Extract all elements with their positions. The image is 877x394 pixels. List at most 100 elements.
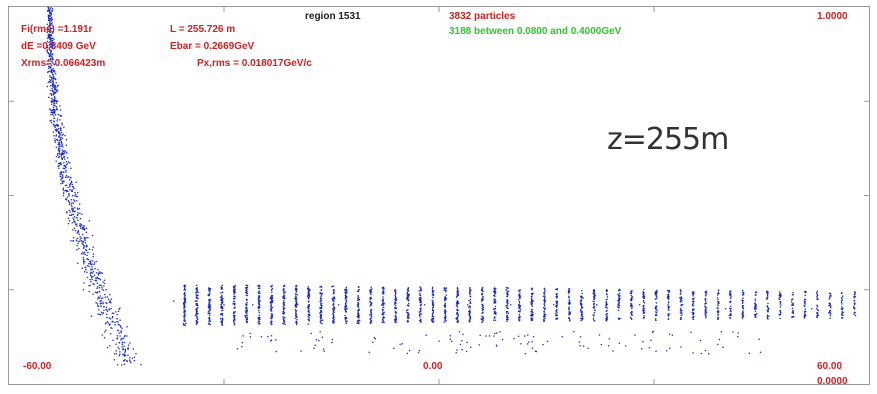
scatter-point-2724 xyxy=(593,291,596,293)
scatter-point-3204 xyxy=(766,290,769,292)
scatter-point-3110 xyxy=(730,294,732,296)
scatter-point-2499 xyxy=(531,288,533,291)
scatter-point-1421 xyxy=(271,313,274,316)
scatter-point-1471 xyxy=(284,323,286,326)
scatter-point-3044 xyxy=(704,314,707,316)
scatter-point-2387 xyxy=(494,302,497,304)
scatter-point-354 xyxy=(84,253,86,256)
scatter-point-3474 xyxy=(665,349,668,352)
scatter-point-2980 xyxy=(680,316,682,319)
scatter-point-2719 xyxy=(592,289,595,291)
scatter-point-1038 xyxy=(195,310,198,312)
scatter-point-593 xyxy=(133,356,136,358)
scatter-point-1824 xyxy=(357,290,360,293)
scatter-point-500 xyxy=(72,236,75,239)
scatter-point-1326 xyxy=(258,305,261,307)
scatter-point-993 xyxy=(184,300,186,302)
scatter-point-2881 xyxy=(642,291,645,293)
scatter-point-114 xyxy=(47,8,50,10)
scatter-point-637 xyxy=(52,98,54,101)
scatter-point-1047 xyxy=(195,296,198,298)
scatter-point-917 xyxy=(133,359,136,362)
scatter-point-3013 xyxy=(691,311,693,314)
scatter-point-3410 xyxy=(408,349,411,352)
scatter-point-2807 xyxy=(617,299,619,302)
scatter-point-25 xyxy=(552,304,555,306)
scatter-point-823 xyxy=(50,121,53,124)
scatter-point-2354 xyxy=(494,319,497,322)
scatter-point-2948 xyxy=(667,294,669,296)
scatter-point-837 xyxy=(46,40,49,43)
scatter-point-2721 xyxy=(593,305,596,308)
scatter-point-1230 xyxy=(232,312,235,314)
scatter-point-1125 xyxy=(208,312,211,315)
scatter-point-1217 xyxy=(233,295,235,298)
scatter-point-1602 xyxy=(308,318,310,321)
scatter-point-822 xyxy=(100,299,102,302)
scatter-point-525 xyxy=(51,84,54,86)
scatter-point-2872 xyxy=(643,302,646,304)
scatter-point-1837 xyxy=(357,296,360,299)
scatter-point-1724 xyxy=(332,289,335,292)
scatter-point-520 xyxy=(86,276,89,279)
scatter-point-1745 xyxy=(345,286,348,289)
scatter-point-3445 xyxy=(527,341,530,343)
scatter-point-1299 xyxy=(246,309,248,311)
scatter-point-628 xyxy=(52,131,55,133)
scatter-point-737 xyxy=(78,247,80,250)
scatter-point-2179 xyxy=(443,298,446,300)
scatter-point-874 xyxy=(73,216,76,218)
scatter-point-1936 xyxy=(381,292,384,294)
scatter-point-1435 xyxy=(271,297,274,300)
scatter-point-1831 xyxy=(357,314,359,317)
scatter-point-3475 xyxy=(495,332,498,334)
scatter-point-129 xyxy=(74,191,76,194)
scatter-point-2655 xyxy=(580,319,582,322)
scatter-point-60 xyxy=(49,80,52,82)
scatter-point-706 xyxy=(124,350,127,352)
scatter-point-2841 xyxy=(630,317,632,319)
scatter-point-1627 xyxy=(320,319,322,322)
scatter-point-3034 xyxy=(704,303,706,305)
scatter-point-702 xyxy=(95,277,97,279)
scatter-point-720 xyxy=(118,342,121,344)
scatter-point-781 xyxy=(55,135,57,137)
scatter-point-2648 xyxy=(568,301,571,304)
scatter-point-526 xyxy=(52,59,54,61)
scatter-point-2789 xyxy=(618,288,621,291)
scatter-point-582 xyxy=(55,87,57,89)
scatter-point-786 xyxy=(47,35,50,38)
scatter-point-2718 xyxy=(593,304,595,306)
scatter-point-2131 xyxy=(432,293,435,295)
scatter-point-301 xyxy=(106,316,108,319)
scatter-point-3503 xyxy=(579,336,582,338)
scatter-point-3143 xyxy=(742,311,744,313)
scatter-point-982 xyxy=(183,296,186,298)
scatter-point-3245 xyxy=(792,292,794,294)
scatter-point-3466 xyxy=(501,338,504,341)
scatter-point-1930 xyxy=(382,299,384,302)
scatter-point-885 xyxy=(77,208,79,211)
scatter-point-796 xyxy=(64,134,66,137)
scatter-point-3314 xyxy=(816,298,818,301)
scatter-point-1686 xyxy=(332,299,334,302)
scatter-point-64 xyxy=(65,160,68,163)
scatter-point-2981 xyxy=(680,305,682,307)
scatter-point-3464 xyxy=(315,339,318,341)
scatter-point-1828 xyxy=(357,304,360,306)
scatter-point-1433 xyxy=(270,301,272,304)
scatter-point-2791 xyxy=(618,304,621,307)
scatter-point-3134 xyxy=(741,293,744,296)
scatter-point-2366 xyxy=(492,308,495,310)
scatter-point-2679 xyxy=(581,295,583,298)
scatter-point-47 xyxy=(49,93,52,95)
scatter-point-3312 xyxy=(816,292,818,294)
scatter-point-1351 xyxy=(259,285,261,287)
scatter-point-2550 xyxy=(544,291,546,293)
scatter-point-923 xyxy=(55,99,58,102)
scatter-point-3223 xyxy=(779,304,782,306)
scatter-point-2839 xyxy=(631,307,633,310)
scatter-point-397 xyxy=(77,211,79,214)
scatter-point-869 xyxy=(79,217,82,220)
scatter-point-771 xyxy=(120,339,122,341)
